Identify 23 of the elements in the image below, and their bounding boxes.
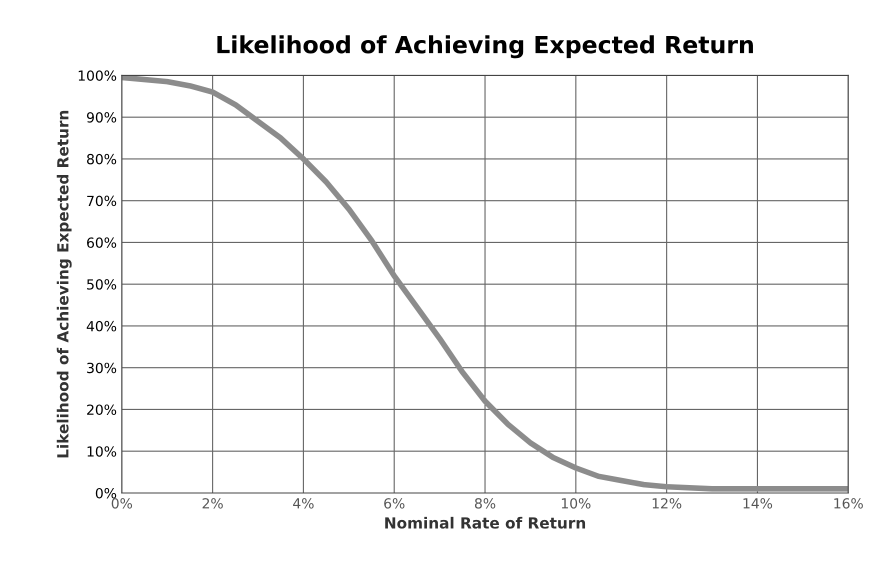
x-tick-label: 10% xyxy=(562,498,590,509)
chart-title: Likelihood of Achieving Expected Return xyxy=(217,35,753,58)
x-tick-label: 2% xyxy=(202,498,223,509)
x-tick-label: 4% xyxy=(293,498,314,509)
x-tick-label: 14% xyxy=(744,498,772,509)
y-tick-label: 80% xyxy=(87,154,116,164)
x-tick-label: 6% xyxy=(384,498,404,509)
y-tick-label: 0% xyxy=(96,488,116,498)
y-tick-label: 60% xyxy=(87,237,116,248)
x-tick-label: 16% xyxy=(834,498,863,509)
x-tick-label: 12% xyxy=(652,498,682,509)
x-tick-label: 0% xyxy=(112,498,132,509)
y-axis-title: Likelihood of Achieving Expected Return xyxy=(56,110,72,458)
y-tick-label: 100% xyxy=(78,70,116,81)
y-tick-label: 30% xyxy=(87,362,116,374)
y-tick-label: 10% xyxy=(88,446,116,457)
x-axis-title: Nominal Rate of Return xyxy=(385,516,586,529)
y-tick-label: 90% xyxy=(86,112,116,123)
y-tick-label: 20% xyxy=(87,404,116,415)
y-tick-label: 70% xyxy=(87,196,116,206)
x-tick-label: 8% xyxy=(474,498,496,509)
y-tick-label: 50% xyxy=(87,279,116,290)
y-tick-label: 40% xyxy=(86,320,116,332)
